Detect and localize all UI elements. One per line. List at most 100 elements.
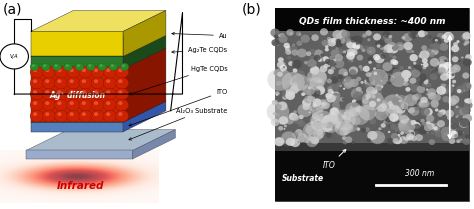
- Circle shape: [339, 29, 347, 36]
- Circle shape: [397, 44, 404, 50]
- Circle shape: [335, 96, 337, 98]
- Circle shape: [67, 77, 80, 89]
- Circle shape: [408, 66, 411, 69]
- Circle shape: [418, 55, 422, 58]
- Circle shape: [392, 56, 397, 59]
- Circle shape: [410, 54, 418, 61]
- Circle shape: [352, 36, 363, 45]
- Circle shape: [309, 35, 312, 38]
- Circle shape: [323, 115, 331, 123]
- Circle shape: [296, 31, 301, 36]
- Circle shape: [456, 139, 460, 143]
- Circle shape: [301, 78, 309, 86]
- Circle shape: [278, 101, 287, 110]
- Circle shape: [79, 77, 92, 89]
- Circle shape: [106, 79, 110, 83]
- Circle shape: [443, 69, 451, 76]
- Circle shape: [109, 63, 118, 71]
- Circle shape: [339, 31, 347, 38]
- Circle shape: [67, 99, 80, 111]
- Circle shape: [278, 122, 282, 125]
- Circle shape: [315, 121, 320, 126]
- Circle shape: [340, 97, 345, 101]
- Circle shape: [292, 60, 302, 69]
- Circle shape: [379, 53, 383, 56]
- Text: Ag₂Te CQDs: Ag₂Te CQDs: [172, 47, 228, 53]
- Circle shape: [67, 66, 80, 78]
- Circle shape: [390, 124, 396, 130]
- Bar: [274, 8, 469, 201]
- Circle shape: [399, 115, 409, 124]
- Circle shape: [285, 50, 292, 55]
- Circle shape: [293, 110, 297, 113]
- Circle shape: [390, 59, 397, 65]
- Circle shape: [452, 64, 461, 73]
- Circle shape: [94, 79, 98, 83]
- Circle shape: [369, 101, 376, 107]
- Circle shape: [91, 66, 104, 78]
- Circle shape: [419, 125, 430, 134]
- Circle shape: [311, 121, 314, 124]
- Circle shape: [335, 40, 343, 47]
- Circle shape: [395, 42, 405, 51]
- Circle shape: [332, 102, 340, 109]
- Circle shape: [444, 62, 452, 69]
- Circle shape: [328, 89, 333, 94]
- Circle shape: [437, 71, 441, 75]
- Circle shape: [75, 63, 84, 71]
- Circle shape: [411, 69, 420, 78]
- Circle shape: [328, 112, 337, 121]
- Circle shape: [306, 51, 311, 56]
- Circle shape: [321, 40, 328, 46]
- Circle shape: [411, 136, 417, 141]
- Circle shape: [312, 114, 319, 119]
- Circle shape: [348, 123, 357, 131]
- Circle shape: [344, 78, 347, 82]
- Circle shape: [55, 77, 68, 89]
- Circle shape: [122, 64, 125, 67]
- Circle shape: [379, 72, 381, 74]
- Circle shape: [280, 61, 286, 67]
- Circle shape: [418, 127, 427, 135]
- Circle shape: [318, 80, 321, 83]
- Circle shape: [407, 117, 410, 120]
- Circle shape: [345, 76, 352, 82]
- Circle shape: [374, 72, 377, 75]
- Circle shape: [461, 33, 470, 41]
- Circle shape: [381, 123, 386, 128]
- Circle shape: [343, 140, 347, 144]
- Circle shape: [302, 98, 311, 107]
- Circle shape: [336, 39, 341, 44]
- Circle shape: [351, 90, 360, 98]
- Circle shape: [440, 84, 446, 88]
- Circle shape: [430, 73, 438, 80]
- Text: Ag⁺ diffusion: Ag⁺ diffusion: [49, 91, 105, 100]
- Circle shape: [316, 129, 323, 136]
- Circle shape: [345, 37, 351, 43]
- Circle shape: [106, 101, 110, 105]
- Circle shape: [404, 78, 409, 82]
- Circle shape: [442, 96, 450, 103]
- Circle shape: [331, 38, 337, 43]
- Circle shape: [422, 66, 426, 69]
- Circle shape: [103, 77, 117, 89]
- Circle shape: [282, 72, 305, 93]
- Circle shape: [407, 103, 417, 112]
- Circle shape: [292, 49, 299, 56]
- Circle shape: [462, 106, 471, 114]
- Circle shape: [312, 98, 322, 107]
- Polygon shape: [31, 48, 166, 69]
- Circle shape: [346, 52, 355, 60]
- Text: Au: Au: [172, 32, 228, 38]
- Circle shape: [116, 66, 128, 78]
- Circle shape: [333, 59, 337, 61]
- Circle shape: [389, 54, 393, 57]
- Circle shape: [450, 123, 457, 130]
- Circle shape: [465, 40, 469, 45]
- Circle shape: [401, 70, 411, 79]
- Circle shape: [370, 73, 372, 74]
- Circle shape: [306, 124, 310, 127]
- Circle shape: [380, 45, 385, 50]
- Circle shape: [375, 55, 384, 63]
- Circle shape: [313, 130, 323, 139]
